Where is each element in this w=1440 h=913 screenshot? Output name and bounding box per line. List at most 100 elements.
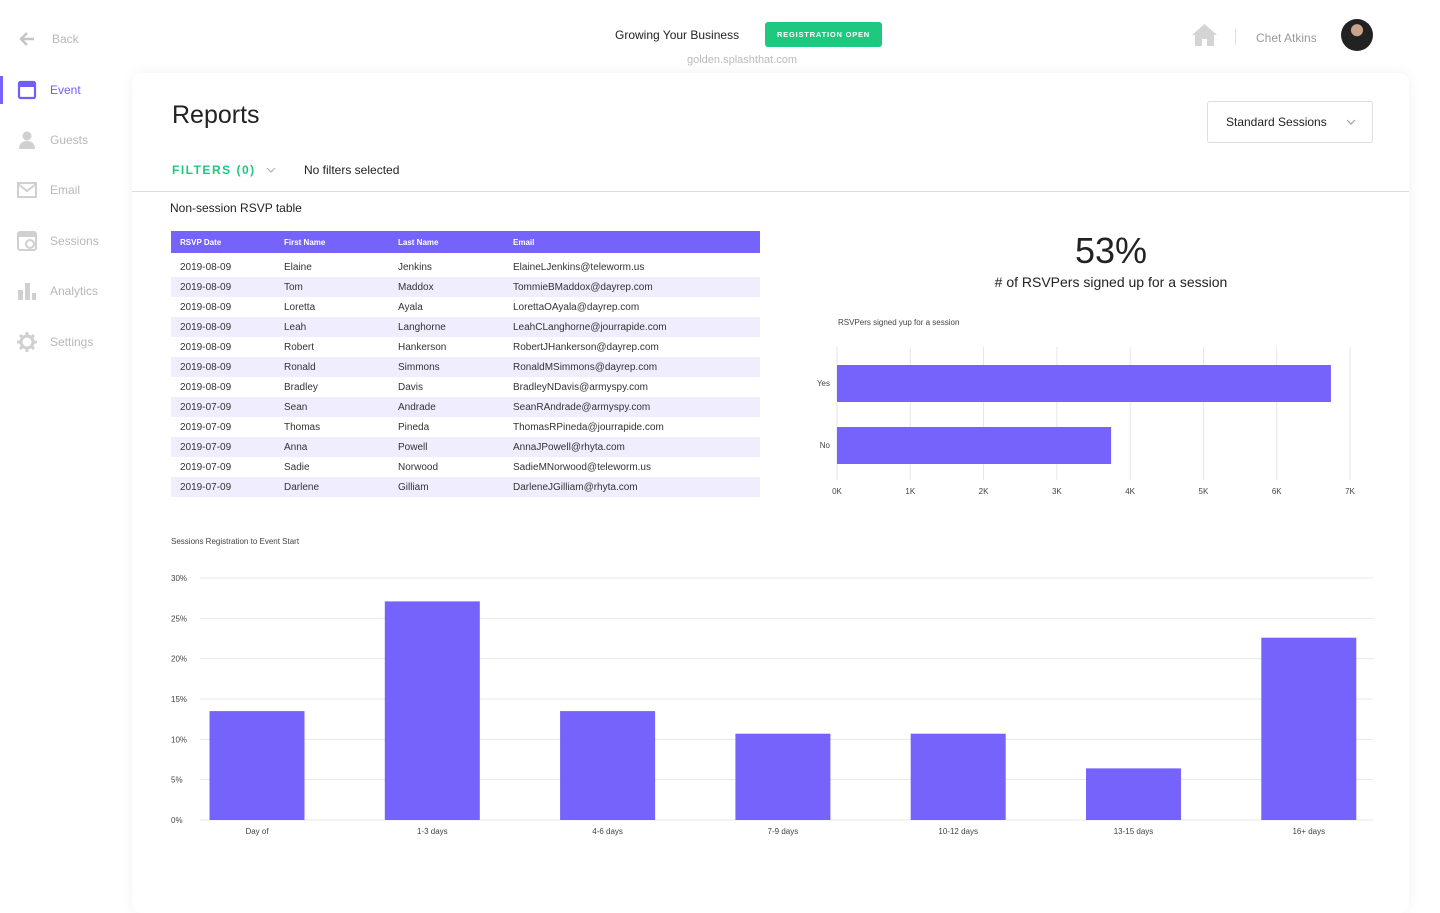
table-cell: Langhorne: [389, 317, 504, 337]
sidebar-item-label: Settings: [50, 335, 94, 349]
y-tick-label: 0%: [171, 816, 183, 825]
table-row[interactable]: 2019-07-09 Sean Andrade SeanRAndrade@armysp…: [171, 397, 760, 417]
x-tick-label: 16+ days: [1292, 827, 1325, 836]
column-header[interactable]: First Name: [275, 231, 389, 253]
x-tick-label: 0K: [832, 487, 842, 496]
x-tick-label: 4-6 days: [592, 827, 623, 836]
bar: [910, 733, 1006, 820]
gear-icon: [17, 332, 37, 352]
table-cell: 2019-08-09: [180, 261, 232, 273]
table-cell: 2019-07-09: [180, 461, 232, 473]
bar-chart-icon: [18, 283, 36, 300]
y-tick-label: 5%: [171, 776, 183, 785]
table-cell: 2019-08-09: [171, 317, 275, 337]
table-cell: Thomas: [284, 421, 321, 433]
stat-label: # of RSVPers signed up for a session: [994, 274, 1228, 290]
column-header[interactable]: RSVP Date: [171, 231, 275, 253]
table-cell: SeanRAndrade@armyspy.com: [504, 397, 760, 417]
table-cell: Norwood: [398, 461, 439, 473]
table-cell: Hankerson: [398, 341, 447, 353]
table-row[interactable]: 2019-07-09 Thomas Pineda ThomasRPineda@jour…: [171, 417, 760, 437]
table-row[interactable]: 2019-08-09 Elaine Jenkins ElaineLJenkins@te…: [171, 257, 760, 277]
table-cell: Andrade: [389, 397, 504, 417]
filters-label: FILTERS (0): [172, 163, 256, 177]
sidebar-item-label: Event: [50, 83, 81, 97]
column-header[interactable]: Email: [504, 231, 760, 253]
sidebar-item-label: Guests: [50, 133, 89, 147]
table-cell: Leah: [275, 317, 389, 337]
x-tick-label: 6K: [1272, 487, 1282, 496]
filters-button[interactable]: FILTERS (0): [172, 163, 276, 177]
page-title: Reports: [172, 101, 260, 129]
table-cell: Sean: [275, 397, 389, 417]
table-cell: 2019-07-09: [171, 437, 275, 457]
x-tick-label: 7K: [1345, 487, 1355, 496]
table-cell: BradleyNDavis@armyspy.com: [513, 381, 648, 393]
home-icon[interactable]: [1191, 23, 1218, 47]
table-row[interactable]: 2019-07-09 Sadie Norwood SadieMNorwood@tele…: [171, 457, 760, 477]
chevron-down-icon: [266, 167, 275, 173]
x-tick-label: 5K: [1199, 487, 1209, 496]
table-cell: Davis: [398, 381, 424, 393]
table-cell: Loretta: [284, 301, 316, 313]
session-type-select[interactable]: Standard Sessions: [1207, 101, 1373, 143]
envelope-icon: [17, 182, 37, 198]
table-cell: Powell: [389, 437, 504, 457]
user-name[interactable]: Chet Atkins: [1256, 31, 1317, 45]
status-badge[interactable]: REGISTRATION OPEN: [765, 22, 882, 47]
bar: [384, 601, 480, 820]
event-title: Growing Your Business: [615, 28, 740, 42]
table-row[interactable]: 2019-07-09 Darlene Gilliam DarleneJGilliam@…: [171, 477, 760, 497]
sidebar-item-settings[interactable]: Settings: [0, 324, 120, 360]
sidebar-item-label: Sessions: [50, 234, 99, 248]
stat-value: 53%: [1074, 230, 1148, 271]
table-cell: Simmons: [389, 357, 504, 377]
table-row[interactable]: 2019-08-09 Bradley Davis BradleyNDavis@army…: [171, 377, 760, 397]
table-row[interactable]: 2019-08-09 Tom Maddox TommieBMaddox@dayrep.…: [171, 277, 760, 297]
back-button[interactable]: Back: [0, 21, 120, 57]
person-icon: [19, 131, 35, 149]
bar: [209, 711, 305, 820]
table-cell: Ayala: [398, 301, 423, 313]
y-tick-label: 15%: [171, 695, 187, 704]
table-cell: 2019-08-09: [180, 301, 232, 313]
arrow-left-icon: [19, 32, 34, 46]
sidebar-item-email[interactable]: Email: [0, 172, 120, 208]
x-tick-label: Day of: [245, 827, 269, 836]
sidebar-item-analytics[interactable]: Analytics: [0, 273, 120, 309]
y-tick-label: 25%: [171, 614, 187, 623]
table-cell: Elaine: [284, 261, 312, 273]
y-tick-label: 30%: [171, 574, 187, 583]
table-cell: Tom: [275, 277, 389, 297]
y-tick-label: No: [820, 441, 831, 450]
column-header[interactable]: Last Name: [389, 231, 504, 253]
event-url[interactable]: golden.splashthat.com: [687, 54, 798, 66]
table-row[interactable]: 2019-08-09 Robert Hankerson RobertJHankerso…: [171, 337, 760, 357]
table-header-row: RSVP Date First Name Last Name Email: [171, 231, 760, 253]
table-row[interactable]: 2019-08-09 Loretta Ayala LorettaOAyala@dayr…: [171, 297, 760, 317]
sidebar-item-sessions[interactable]: Sessions: [0, 223, 120, 259]
sidebar-item-label: Email: [50, 183, 81, 197]
bar: [1086, 768, 1181, 820]
table-cell: Gilliam: [389, 477, 504, 497]
x-tick-label: 4K: [1125, 487, 1135, 496]
table-cell: Robert: [284, 341, 315, 353]
table-row[interactable]: 2019-07-09 Anna Powell AnnaJPowell@rhyta.co…: [171, 437, 760, 457]
sidebar-item-event[interactable]: Event: [0, 72, 120, 108]
table-cell: Jenkins: [398, 261, 432, 273]
avatar[interactable]: [1341, 19, 1373, 51]
bar: [560, 711, 656, 820]
table-cell: RobertJHankerson@dayrep.com: [513, 341, 659, 353]
table-cell: Pineda: [398, 421, 430, 433]
table-row[interactable]: 2019-08-09 Leah Langhorne LeahCLanghorne@jo…: [171, 317, 760, 337]
table-cell: 2019-07-09: [171, 397, 275, 417]
table-row[interactable]: 2019-08-09 Ronald Simmons RonaldMSimmons@da…: [171, 357, 760, 377]
table-cell: 2019-08-09: [180, 381, 232, 393]
rsvp-table: RSVP Date First Name Last Name Email 201…: [171, 231, 760, 497]
chart-title: Sessions Registration to Event Start: [171, 537, 300, 546]
table-cell: 2019-07-09: [180, 421, 232, 433]
bar-yes: [837, 365, 1331, 402]
sidebar-item-guests[interactable]: Guests: [0, 122, 120, 158]
y-tick-label: Yes: [817, 379, 830, 388]
